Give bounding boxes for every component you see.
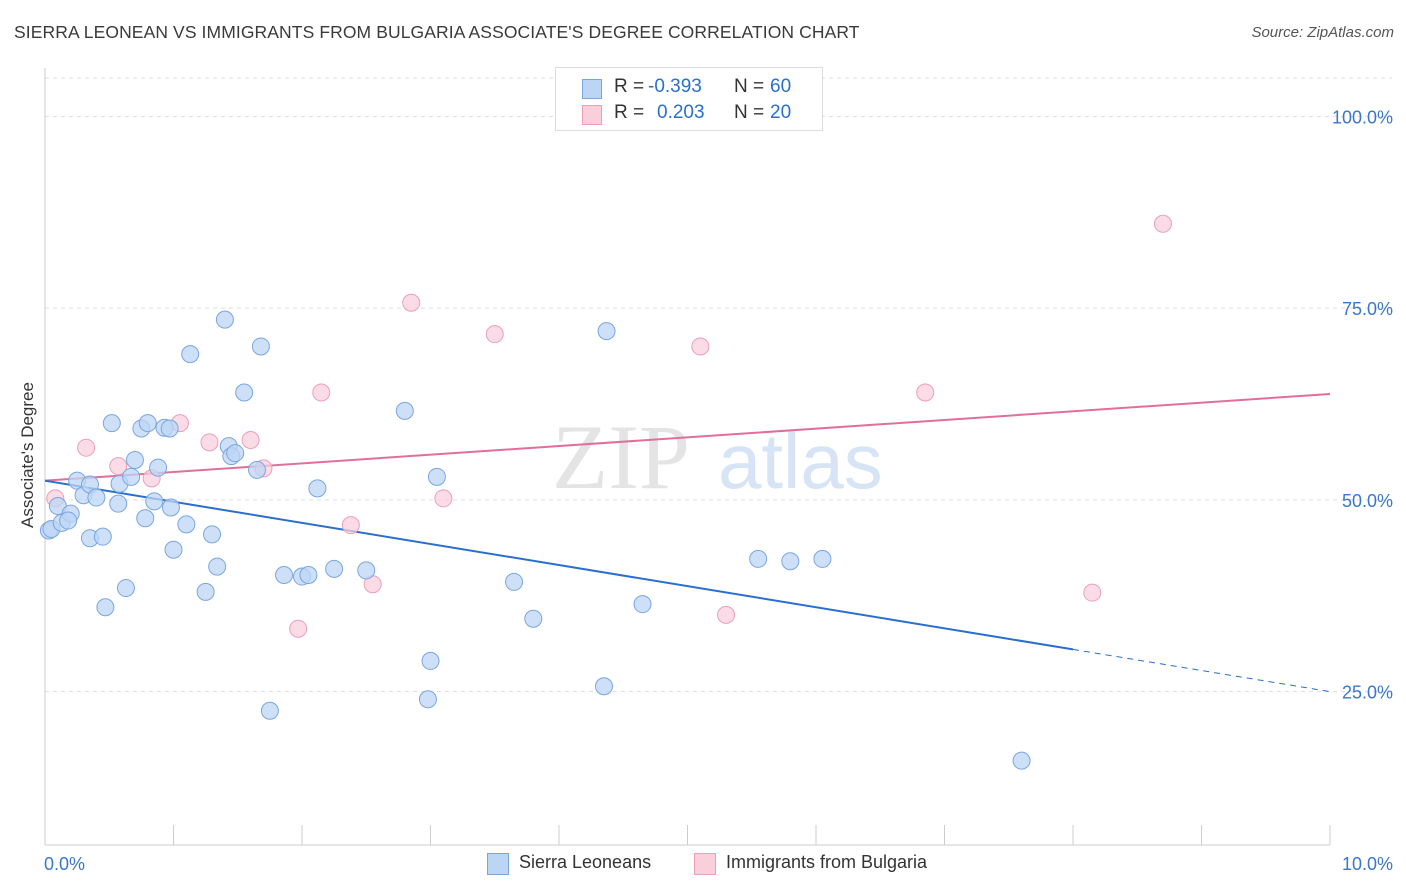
point-sierra-leonean [125,450,144,469]
point-sierra-leonean [138,414,157,433]
point-bulgaria [109,457,128,476]
point-sierra-leonean [208,557,227,576]
source-credit: Source: ZipAtlas.com [1251,24,1394,41]
blue-swatch [582,79,602,99]
point-sierra-leonean [87,488,106,507]
watermark-atlas: atlas [718,417,883,505]
point-bulgaria [485,325,504,344]
r-value: -0.393 [648,76,702,97]
trend-line-sierra-leoneans [44,479,1074,651]
point-bulgaria [1083,583,1102,602]
watermark-zip: ZIP [552,406,690,508]
point-sierra-leonean [325,559,344,578]
n-value: 20 [770,102,792,123]
point-sierra-leonean [177,515,196,534]
point-sierra-leonean [299,566,318,585]
point-sierra-leonean [427,467,446,486]
point-sierra-leonean [275,566,294,585]
point-sierra-leonean [122,467,141,486]
point-sierra-leonean [102,414,121,433]
legend-blue-swatch [487,853,509,875]
point-sierra-leonean [749,549,768,568]
point-bulgaria [312,383,331,402]
legend-label: Immigrants from Bulgaria [726,852,928,872]
x-tick-label: 0.0% [44,854,85,874]
point-sierra-leonean [96,598,115,617]
point-sierra-leonean [251,337,270,356]
point-sierra-leonean [136,509,155,528]
point-bulgaria [77,438,96,457]
point-sierra-leonean [421,651,440,670]
point-sierra-leonean [109,494,128,513]
point-sierra-leonean [235,383,254,402]
watermark: ZIP atlas [552,406,883,508]
point-sierra-leonean [59,511,78,530]
point-sierra-leonean [418,690,437,709]
point-sierra-leonean [181,345,200,364]
point-bulgaria [241,431,260,450]
chart-title: SIERRA LEONEAN VS IMMIGRANTS FROM BULGAR… [14,22,860,42]
point-bulgaria [289,619,308,638]
point-bulgaria [717,605,736,624]
point-sierra-leonean [781,552,800,571]
point-sierra-leonean [248,460,267,479]
point-sierra-leonean [160,419,179,438]
r-value: 0.203 [657,102,705,123]
point-sierra-leonean [149,458,168,477]
r-label: R = [614,76,645,97]
point-sierra-leonean [215,310,234,329]
point-sierra-leonean [260,701,279,720]
point-sierra-leonean [524,609,543,628]
point-sierra-leonean [196,582,215,601]
point-sierra-leonean [145,492,164,511]
point-sierra-leonean [395,401,414,420]
point-sierra-leonean [226,444,245,463]
point-sierra-leonean [164,540,183,559]
n-value: 60 [770,76,792,97]
point-sierra-leonean [633,595,652,614]
y-tick-label: 75.0% [1342,299,1393,319]
point-bulgaria [434,489,453,508]
point-sierra-leonean [597,322,616,341]
legend-pink-swatch [694,853,716,875]
point-bulgaria [200,433,219,452]
correlation-stats-box: R = -0.393 N = 60 R = 0.203 N = 20 [555,67,823,131]
y-tick-label: 50.0% [1342,491,1393,511]
y-tick-label: 100.0% [1332,107,1393,127]
point-bulgaria [1153,214,1172,233]
x-tick-label: 10.0% [1342,854,1393,874]
point-sierra-leonean [203,525,222,544]
n-label: N = [734,76,765,97]
point-bulgaria [341,516,360,535]
point-sierra-leonean [161,498,180,517]
n-label: N = [734,102,765,123]
point-bulgaria [691,337,710,356]
r-label: R = [614,102,645,123]
point-sierra-leonean [357,561,376,580]
point-bulgaria [402,293,421,312]
pink-swatch [582,105,602,125]
point-sierra-leonean [308,479,327,498]
point-sierra-leonean [93,527,112,546]
point-sierra-leonean [116,579,135,598]
point-sierra-leonean [813,549,832,568]
trend-line-sierra-leoneans-extension [1072,648,1331,693]
y-tick-label: 25.0% [1342,683,1393,703]
point-bulgaria [916,383,935,402]
point-sierra-leonean [594,677,613,696]
point-sierra-leonean [1012,751,1031,770]
legend-label: Sierra Leoneans [519,852,652,872]
point-sierra-leonean [505,572,524,591]
